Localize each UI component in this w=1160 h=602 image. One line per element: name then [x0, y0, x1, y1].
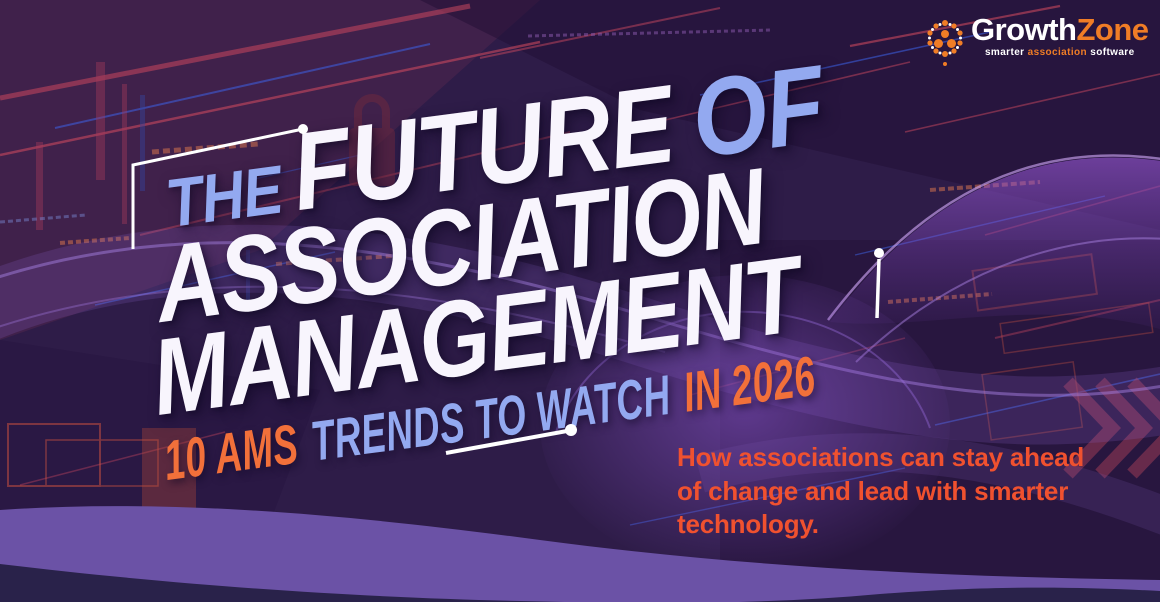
growthzone-logo-text: GrowthZone smarter association software	[971, 13, 1149, 59]
description-line: of change and lead with smarter	[677, 475, 1069, 506]
schematic-rects	[7, 423, 159, 487]
hero-description: How associations can stay ahead of chang…	[677, 441, 1097, 542]
growthzone-logo-icon	[927, 20, 963, 66]
logo-growth: Growth	[971, 12, 1077, 47]
description-line: technology.	[677, 509, 819, 539]
growthzone-logo: GrowthZone smarter association software	[925, 13, 1149, 67]
logo-tagline: smarter association software	[984, 47, 1135, 58]
padlock-icon	[349, 94, 395, 186]
description-line: How associations can stay ahead	[677, 442, 1085, 472]
logo-zone: Zone	[1076, 12, 1150, 47]
growthzone-wordmark: GrowthZone	[971, 13, 1149, 47]
chevron-arrows	[1063, 377, 1160, 479]
vertical-bars	[36, 62, 127, 230]
